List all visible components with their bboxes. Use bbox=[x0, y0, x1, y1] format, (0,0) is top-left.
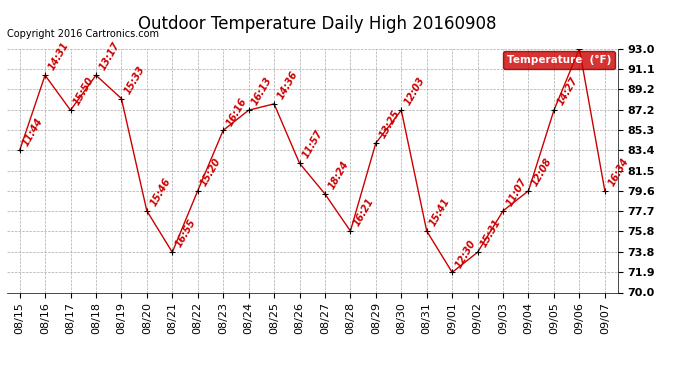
Text: 12:30: 12:30 bbox=[453, 238, 477, 270]
Text: 16:21: 16:21 bbox=[352, 196, 376, 228]
Legend: Temperature  (°F): Temperature (°F) bbox=[503, 51, 615, 69]
Text: 13:17: 13:17 bbox=[97, 41, 121, 72]
Text: 11:44: 11:44 bbox=[21, 116, 45, 148]
Text: 16:16: 16:16 bbox=[224, 96, 248, 128]
Text: 15:33: 15:33 bbox=[123, 64, 147, 96]
Text: 18:24: 18:24 bbox=[326, 159, 351, 191]
Text: 11:57: 11:57 bbox=[301, 129, 325, 160]
Text: 14:36: 14:36 bbox=[275, 69, 299, 101]
Text: 16:55: 16:55 bbox=[174, 218, 198, 249]
Text: 16:13: 16:13 bbox=[250, 76, 274, 108]
Text: 16:34: 16:34 bbox=[607, 156, 630, 188]
Text: 15:31: 15:31 bbox=[479, 218, 503, 249]
Text: Copyright 2016 Cartronics.com: Copyright 2016 Cartronics.com bbox=[7, 29, 159, 39]
Text: 12:03: 12:03 bbox=[403, 76, 426, 108]
Text: 14:31: 14:31 bbox=[46, 41, 70, 72]
Text: 14:27: 14:27 bbox=[555, 76, 580, 108]
Text: 15:20: 15:20 bbox=[199, 156, 223, 188]
Text: Outdoor Temperature Daily High 20160908: Outdoor Temperature Daily High 20160908 bbox=[138, 15, 497, 33]
Text: 15:50: 15:50 bbox=[72, 76, 96, 108]
Text: 12:08: 12:08 bbox=[530, 156, 554, 188]
Text: 11:07: 11:07 bbox=[504, 176, 529, 208]
Text: 15:41: 15:41 bbox=[428, 196, 452, 228]
Text: 13:25: 13:25 bbox=[377, 108, 402, 140]
Text: 15:46: 15:46 bbox=[148, 176, 172, 208]
